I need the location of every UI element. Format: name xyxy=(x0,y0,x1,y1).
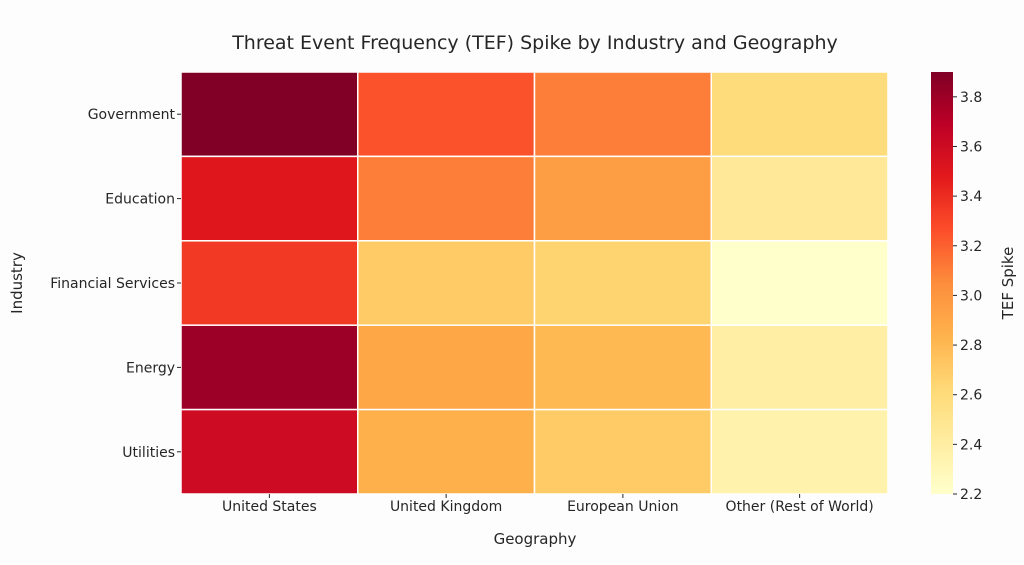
colorbar-tick-label: 3.2 xyxy=(960,239,982,255)
y-axis-label: Industry xyxy=(8,252,26,314)
colorbar: 2.2 2.4 2.6 2.8 3.0 3.2 3.4 3.6 3.8 TEF Spike xyxy=(931,72,1017,503)
heatmap-cell xyxy=(533,71,712,158)
heatmap-cell xyxy=(710,155,889,242)
x-axis-label: Geography xyxy=(494,530,577,548)
colorbar-tick-label: 3.0 xyxy=(960,288,982,304)
heatmap-cell xyxy=(180,408,359,495)
heatmap-cell xyxy=(533,240,712,326)
x-tick-label: Other (Rest of World) xyxy=(726,499,874,515)
chart-title: Threat Event Frequency (TEF) Spike by In… xyxy=(231,32,838,54)
x-axis-ticks: United States United Kingdom European Unio… xyxy=(222,494,874,515)
heatmap-cell xyxy=(357,240,536,326)
heatmap-cells xyxy=(180,71,889,495)
y-tick-label: Government xyxy=(88,107,176,123)
colorbar-tick-label: 2.2 xyxy=(960,487,982,503)
heatmap-cell xyxy=(357,155,536,242)
heatmap-cell xyxy=(180,71,359,158)
y-tick-label: Utilities xyxy=(122,445,175,461)
heatmap-cell xyxy=(357,408,536,495)
colorbar-tick-label: 2.8 xyxy=(960,338,982,354)
colorbar-label: TEF Spike xyxy=(999,247,1017,321)
heatmap-cell xyxy=(533,324,712,411)
colorbar-tick-label: 3.8 xyxy=(960,90,982,106)
heatmap-cell xyxy=(357,324,536,411)
x-tick-label: European Union xyxy=(567,499,679,515)
colorbar-tick-label: 2.4 xyxy=(960,437,982,453)
x-tick-label: United States xyxy=(222,499,317,515)
heatmap-cell xyxy=(710,408,889,495)
colorbar-tick-label: 3.4 xyxy=(960,189,982,205)
colorbar-tick-label: 2.6 xyxy=(960,388,982,404)
heatmap-cell xyxy=(180,155,359,242)
y-tick-label: Education xyxy=(105,192,175,208)
colorbar-gradient xyxy=(931,72,953,494)
heatmap-cell xyxy=(180,324,359,411)
heatmap-cell xyxy=(710,324,889,411)
y-tick-label: Energy xyxy=(126,360,175,376)
heatmap-cell xyxy=(533,408,712,495)
y-axis-ticks: Government Education Financial Services Ene… xyxy=(50,107,181,461)
heatmap-cell xyxy=(357,71,536,158)
colorbar-tick-label: 3.6 xyxy=(960,139,982,155)
x-tick-label: United Kingdom xyxy=(390,499,502,515)
heatmap-cell xyxy=(180,240,359,326)
heatmap-cell xyxy=(710,240,889,326)
heatmap-cell xyxy=(533,155,712,242)
heatmap-cell xyxy=(710,71,889,158)
colorbar-ticks: 2.2 2.4 2.6 2.8 3.0 3.2 3.4 3.6 3.8 xyxy=(953,90,982,503)
y-tick-label: Financial Services xyxy=(50,276,175,292)
